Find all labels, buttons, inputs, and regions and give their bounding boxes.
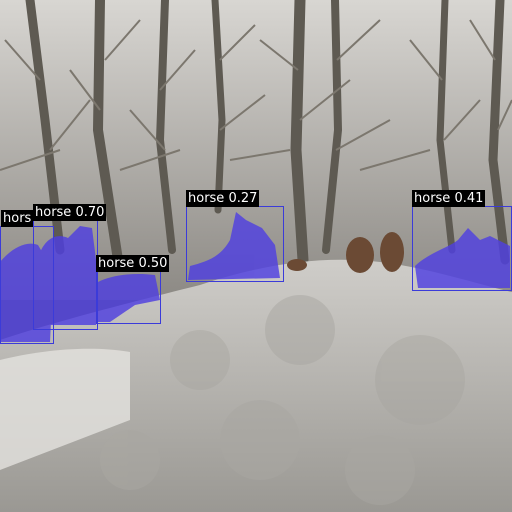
segmentation-masks [0, 212, 510, 342]
tree-trunks [25, 0, 510, 266]
heather-texture [100, 295, 465, 505]
tree-branches [0, 19, 512, 171]
deer-unmasked [287, 232, 404, 273]
snow-patch [0, 348, 130, 470]
